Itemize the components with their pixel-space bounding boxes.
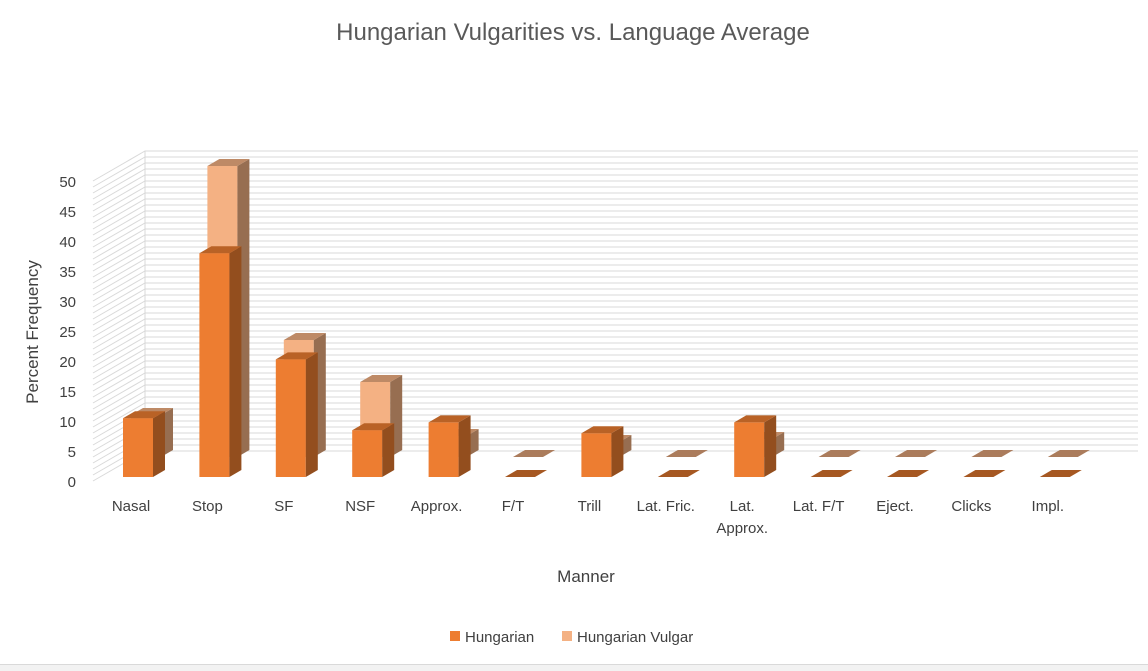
y-axis-ticks: 0 5 10 15 20 25 30 35 40 45 50: [59, 174, 76, 491]
bar-hungarian-lat-fric: [657, 470, 700, 477]
legend: Hungarian Hungarian Vulgar: [450, 629, 693, 646]
gridline: [92, 234, 1138, 266]
legend-swatch-hungarian-vulgar: [562, 631, 572, 641]
gridline: [92, 240, 1138, 272]
y-tick-label: 20: [59, 354, 76, 371]
gridline: [92, 252, 1138, 284]
bar-hungarian-vulgar-impl: [1047, 450, 1090, 457]
x-tick-label-impl: Impl.: [1032, 498, 1065, 515]
bar-hungarian-vulgar-clicks: [971, 450, 1014, 457]
y-tick-label: 15: [59, 384, 76, 401]
bar-hungarian-clicks: [963, 470, 1006, 477]
gridline: [92, 186, 1138, 218]
bar-hungarian-lat-f-t: [810, 470, 853, 477]
bar-hungarian-vulgar-lat-f-t: [818, 450, 861, 457]
bar-hungarian-nsf: [352, 423, 395, 477]
gridline: [92, 198, 1138, 230]
x-tick-label-nasal: Nasal: [112, 498, 150, 515]
gridline: [92, 246, 1138, 278]
gridline: [92, 300, 1138, 332]
gridline: [92, 210, 1138, 242]
y-tick-label: 50: [59, 174, 76, 191]
gridline: [92, 336, 1138, 368]
bar-hungarian-f-t: [505, 470, 547, 477]
bar-hungarian-eject: [887, 470, 929, 477]
y-tick-label: 35: [59, 264, 76, 281]
gridline: [92, 324, 1138, 356]
legend-label-hungarian: Hungarian: [465, 629, 534, 646]
x-tick-label-trill: Trill: [578, 498, 602, 515]
gridline: [92, 150, 1138, 182]
gridlines: [92, 150, 1138, 482]
x-tick-label-lat-approx: Lat. Approx.: [716, 498, 768, 537]
y-tick-label: 10: [59, 414, 76, 431]
gridline: [92, 366, 1138, 398]
bar-hungarian-lat-approx: [734, 415, 777, 477]
x-tick-label-clicks: Clicks: [951, 498, 991, 515]
bar-hungarian-vulgar-f-t: [513, 450, 555, 457]
bottom-strip: [0, 664, 1148, 671]
x-axis-categories: Nasal Stop SF NSF Approx. F/T Trill Lat. Fric. L…: [112, 498, 1064, 537]
x-axis-title: Manner: [557, 567, 615, 586]
x-tick-label-eject: Eject.: [876, 498, 914, 515]
gridline: [92, 306, 1138, 338]
gridline: [92, 312, 1138, 344]
gridline: [92, 258, 1138, 290]
gridline: [92, 192, 1138, 224]
bar-hungarian-nasal: [123, 411, 165, 477]
x-tick-label-stop: Stop: [192, 498, 223, 515]
bar-hungarian-vulgar-eject: [895, 450, 937, 457]
gridline: [92, 318, 1138, 350]
bar-hungarian-impl: [1039, 470, 1082, 477]
x-tick-label-lat-fric: Lat. Fric.: [637, 498, 695, 515]
y-tick-label: 0: [68, 474, 76, 491]
gridline: [92, 270, 1138, 302]
gridline: [92, 348, 1138, 380]
bars: [123, 159, 1090, 477]
gridline: [92, 264, 1138, 296]
legend-label-hungarian-vulgar: Hungarian Vulgar: [577, 629, 693, 646]
x-tick-label-approx: Approx.: [411, 498, 463, 515]
gridline: [92, 222, 1138, 254]
y-tick-label: 45: [59, 204, 76, 221]
gridline: [92, 228, 1138, 260]
y-tick-label: 30: [59, 294, 76, 311]
y-tick-label: 5: [68, 444, 76, 461]
gridline: [92, 294, 1138, 326]
bar-hungarian-stop: [199, 246, 242, 477]
gridline: [92, 282, 1138, 314]
bar-hungarian-approx: [428, 415, 471, 477]
gridline: [92, 276, 1138, 308]
gridline: [92, 354, 1138, 386]
x-tick-label-lat-f-t: Lat. F/T: [793, 498, 845, 515]
gridline: [92, 360, 1138, 392]
legend-swatch-hungarian: [450, 631, 460, 641]
gridline: [92, 216, 1138, 248]
gridline: [92, 378, 1138, 410]
gridline: [92, 390, 1138, 422]
gridline: [92, 180, 1138, 212]
gridline: [92, 342, 1138, 374]
gridline: [92, 162, 1138, 194]
gridline: [92, 396, 1138, 428]
gridline: [92, 372, 1138, 404]
bar-hungarian-sf: [275, 352, 318, 477]
gridline: [92, 330, 1138, 362]
gridline: [92, 204, 1138, 236]
gridline: [92, 384, 1138, 416]
y-tick-label: 25: [59, 324, 76, 341]
chart-title: Hungarian Vulgarities vs. Language Avera…: [336, 19, 810, 46]
x-tick-label-nsf: NSF: [345, 498, 375, 515]
y-tick-label: 40: [59, 234, 76, 251]
gridline: [92, 156, 1138, 188]
bar-hungarian-trill: [581, 426, 624, 477]
x-tick-label-sf: SF: [274, 498, 293, 515]
x-tick-label-f-t: F/T: [502, 498, 525, 515]
y-axis-title: Percent Frequency: [23, 260, 42, 404]
gridline: [92, 288, 1138, 320]
bar-hungarian-vulgar-lat-fric: [665, 450, 708, 457]
gridline: [92, 174, 1138, 206]
gridline: [92, 168, 1138, 200]
